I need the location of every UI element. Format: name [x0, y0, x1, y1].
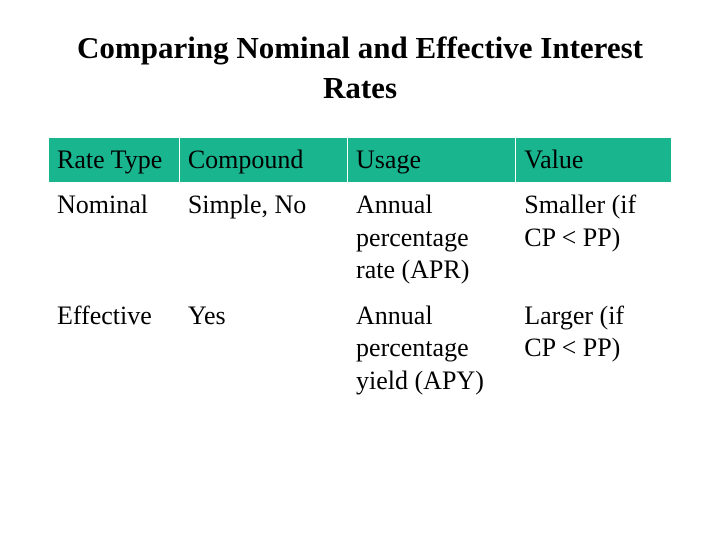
col-compound: Compound [179, 137, 347, 183]
col-rate-type: Rate Type [49, 137, 180, 183]
table-row: Nominal Simple, No Annual percentage rat… [49, 183, 672, 294]
table-row: Effective Yes Annual percentage yield (A… [49, 293, 672, 404]
cell-compound: Simple, No [179, 183, 347, 294]
table-header-row: Rate Type Compound Usage Value [49, 137, 672, 183]
cell-rate-type: Nominal [49, 183, 180, 294]
cell-usage: Annual percentage yield (APY) [348, 293, 516, 404]
rates-table: Rate Type Compound Usage Value Nominal S… [48, 137, 672, 405]
cell-usage: Annual percentage rate (APR) [348, 183, 516, 294]
col-usage: Usage [348, 137, 516, 183]
page-title: Comparing Nominal and Effective Interest… [48, 28, 672, 109]
cell-value: Smaller (if CP < PP) [516, 183, 672, 294]
col-value: Value [516, 137, 672, 183]
cell-value: Larger (if CP < PP) [516, 293, 672, 404]
cell-compound: Yes [179, 293, 347, 404]
cell-rate-type: Effective [49, 293, 180, 404]
